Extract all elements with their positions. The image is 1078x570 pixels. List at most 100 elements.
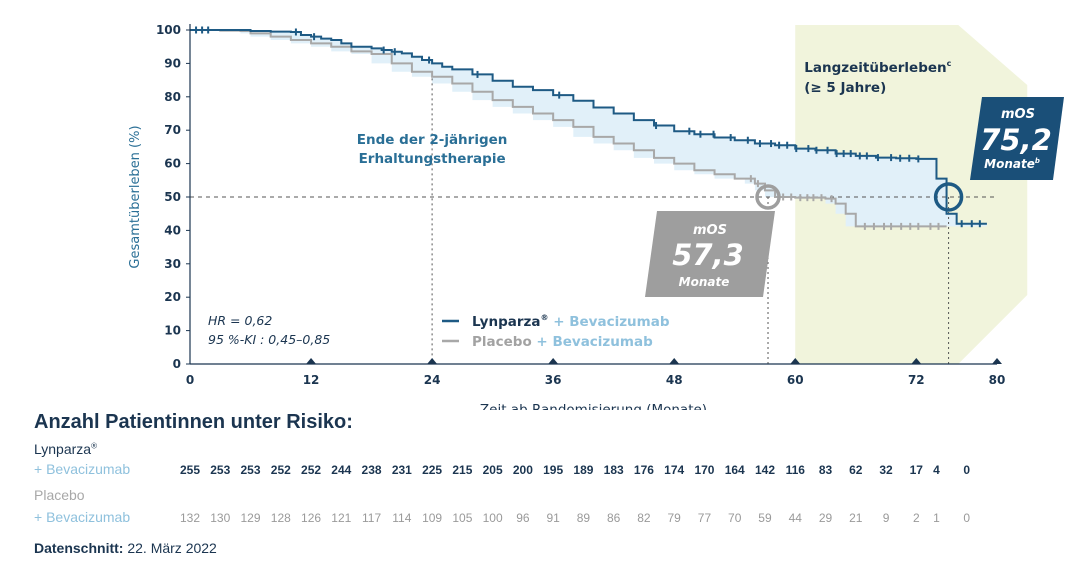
x-tick-label: 0: [186, 373, 194, 387]
risk-value: 44: [788, 511, 802, 525]
risk-value: 164: [724, 463, 745, 477]
risk-value: 1: [933, 511, 940, 525]
risk-value: 114: [392, 511, 412, 525]
lynparza-curve: [190, 29, 987, 225]
risk-value: 29: [818, 511, 833, 525]
risk-value: 253: [210, 463, 231, 477]
y-tick-label: 90: [164, 56, 181, 70]
mos-unit-text: Monate: [984, 157, 1035, 171]
risk-value: 121: [331, 511, 352, 525]
placebo-curve: [190, 29, 947, 228]
legend-reg: ®: [541, 313, 549, 322]
long-term-text: Langzeitüberleben: [804, 60, 946, 76]
risk-value: 195: [543, 463, 564, 477]
risk-value: 215: [452, 463, 473, 477]
x-axis-title: Zeit ab Randomisierung (Monate): [480, 402, 707, 410]
risk-value: 96: [516, 511, 530, 525]
y-axis-title: Gesamtüberleben (%): [128, 125, 143, 268]
legend-label-lynparza: Lynparza® + Bevacizumab: [472, 313, 670, 330]
placebo-mos-box: [645, 211, 775, 297]
risk-value: 174: [664, 463, 685, 477]
x-tick-marker: [992, 358, 1002, 364]
y-tick-label: 80: [164, 90, 181, 104]
risk-value: 83: [818, 463, 833, 477]
treatment-end-label: Ende der 2-jährigen: [357, 132, 508, 148]
risk-value: 109: [422, 511, 443, 525]
risk-value: 59: [758, 511, 772, 525]
hazard-ratio: HR = 0,62: [208, 313, 272, 328]
placebo-median-circle: [755, 184, 781, 210]
legend-suffix: + Bevacizumab: [549, 314, 670, 330]
risk-value: 244: [331, 463, 352, 477]
risk-value: 128: [270, 511, 291, 525]
y-tick-label: 30: [164, 257, 181, 271]
y-tick-label: 70: [164, 123, 181, 137]
y-tick-label: 10: [164, 324, 181, 338]
data-cutoff: Datenschnitt: 22. März 2022: [34, 540, 217, 556]
risk-value: 100: [482, 511, 503, 525]
long-term-label: Langzeitüberlebenc: [804, 59, 951, 76]
treatment-end-label: Erhaltungstherapie: [359, 151, 506, 167]
legend-suffix: + Bevacizumab: [532, 334, 653, 350]
risk-value: 252: [270, 463, 291, 477]
risk-value: 32: [879, 463, 893, 477]
risk-value: 4: [933, 463, 940, 477]
x-tick-marker: [427, 358, 438, 364]
risk-value: 176: [633, 463, 654, 477]
x-tick-label: 36: [545, 373, 562, 387]
confidence-interval: 95 %-KI : 0,45–0,85: [208, 332, 330, 347]
risk-value: 170: [694, 463, 715, 477]
y-tick-label: 20: [164, 290, 181, 304]
y-tick-label: 50: [164, 190, 181, 204]
lynparza-median-circle: [933, 182, 964, 212]
risk-value: 0: [963, 511, 971, 525]
risk-value: 142: [754, 463, 775, 477]
lynparza-mos-box: [970, 97, 1064, 180]
risk-value: 129: [240, 511, 261, 525]
legend-brand: Placebo: [472, 334, 532, 350]
y-tick-label: 40: [164, 223, 181, 237]
risk-table-title: Anzahl Patientinnen unter Risiko:: [34, 411, 353, 433]
x-tick-marker: [790, 358, 801, 364]
x-tick-label: 24: [424, 373, 441, 387]
risk-value: 21: [849, 511, 863, 525]
risk-value: 200: [512, 463, 533, 477]
risk-value: 116: [785, 463, 805, 477]
x-tick-marker: [669, 358, 680, 364]
risk-label-placebo-suffix: + Bevacizumab: [34, 509, 131, 525]
y-tick-label: 0: [173, 357, 181, 371]
lynparza-mos-label: mOS: [1001, 107, 1035, 122]
risk-value: 130: [210, 511, 231, 525]
placebo-mos-label: mOS: [693, 223, 727, 238]
x-tick-label: 60: [787, 373, 804, 387]
risk-value: 231: [391, 463, 412, 477]
risk-value: 86: [606, 511, 621, 525]
risk-value: 79: [667, 511, 681, 525]
risk-value: 82: [637, 511, 651, 525]
x-tick-marker: [548, 358, 559, 364]
risk-value: 105: [452, 511, 473, 525]
legend-brand: Lynparza: [472, 314, 541, 330]
area-between-curves: [190, 30, 987, 227]
y-tick-label: 60: [164, 157, 181, 171]
risk-label-placebo: Placebo: [34, 487, 85, 503]
risk-value: 9: [882, 511, 890, 525]
lynparza-mos-value: 75,2: [980, 123, 1052, 157]
risk-value: 17: [909, 463, 923, 477]
km-chart: 0 10 20 30 40 50 60 70 80 90 100 0 12 24 36 48 60 72 80 Zei…: [128, 23, 1064, 410]
x-tick-marker: [306, 358, 317, 364]
risk-value: 205: [482, 463, 503, 477]
lynparza-mos-unit: Monateb: [984, 157, 1040, 171]
footnote-mark: c: [947, 59, 952, 68]
x-tick-label: 80: [989, 373, 1006, 387]
risk-value: 183: [603, 463, 624, 477]
risk-value: 132: [179, 511, 201, 525]
long-term-label: (≥ 5 Jahre): [804, 80, 886, 96]
risk-value: 225: [422, 463, 443, 477]
risk-value: 91: [546, 511, 560, 525]
risk-value: 189: [573, 463, 594, 477]
risk-value: 238: [361, 463, 382, 477]
risk-value: 126: [301, 511, 322, 525]
risk-value: 89: [576, 511, 591, 525]
risk-value: 2: [912, 511, 920, 525]
